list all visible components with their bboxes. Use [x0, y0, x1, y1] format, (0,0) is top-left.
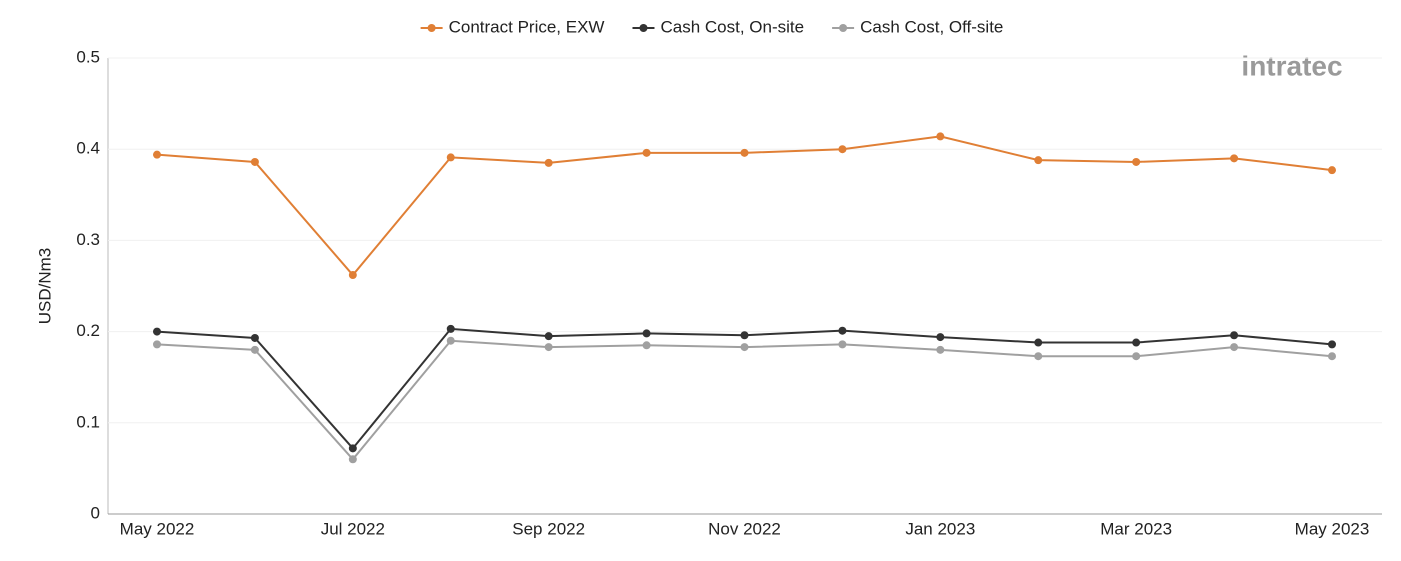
data-point [936, 333, 945, 342]
data-point [544, 158, 553, 167]
data-point [1132, 352, 1141, 361]
data-point [1328, 166, 1336, 175]
legend-label: Cash Cost, On-site [660, 17, 804, 36]
data-point [1328, 340, 1336, 349]
y-tick-label: 0.4 [76, 139, 100, 158]
x-tick-label: Jan 2023 [905, 519, 975, 538]
y-tick-label: 0.5 [76, 47, 100, 66]
legend-label: Cash Cost, Off-site [860, 17, 1003, 36]
data-point [250, 157, 259, 166]
data-point [642, 341, 651, 350]
y-tick-label: 0 [91, 503, 100, 522]
watermark: intratec [1241, 50, 1342, 81]
data-point [642, 329, 651, 338]
data-point [348, 455, 357, 464]
data-point [838, 340, 847, 349]
legend-dot [639, 24, 648, 32]
data-point [446, 336, 455, 345]
data-point [1034, 352, 1043, 361]
x-tick-label: May 2023 [1295, 519, 1370, 538]
data-point [446, 153, 455, 162]
data-point [544, 343, 553, 352]
series-line [156, 339, 1333, 461]
data-point [1230, 343, 1239, 352]
data-point [1230, 154, 1239, 163]
x-tick-label: Nov 2022 [708, 519, 781, 538]
series-line [156, 135, 1333, 277]
data-point [153, 150, 161, 159]
y-tick-label: 0.3 [76, 230, 100, 249]
data-point [936, 132, 945, 141]
data-point [1328, 352, 1336, 361]
legend-label: Contract Price, EXW [449, 17, 605, 36]
data-point [446, 324, 455, 333]
data-point [153, 327, 161, 336]
data-point [250, 345, 259, 354]
y-tick-label: 0.1 [76, 412, 100, 431]
x-tick-label: Jul 2022 [321, 519, 385, 538]
data-point [1132, 157, 1141, 166]
data-point [544, 332, 553, 341]
data-point [838, 326, 847, 335]
legend-dot [839, 24, 848, 32]
data-point [1034, 156, 1043, 165]
data-point [642, 148, 651, 157]
data-point [348, 271, 357, 280]
x-tick-label: May 2022 [120, 519, 195, 538]
data-point [740, 343, 749, 352]
data-point [740, 148, 749, 157]
x-tick-label: Sep 2022 [512, 519, 585, 538]
data-point [153, 340, 161, 349]
data-point [838, 145, 847, 154]
y-tick-label: 0.2 [76, 321, 100, 340]
x-tick-label: Mar 2023 [1100, 519, 1172, 538]
data-point [740, 331, 749, 340]
data-point [936, 345, 945, 354]
data-point [1132, 338, 1141, 347]
data-point [348, 444, 357, 453]
y-axis-label: USD/Nm3 [35, 248, 54, 325]
data-point [1230, 331, 1239, 340]
data-point [250, 333, 259, 342]
data-point [1034, 338, 1043, 347]
legend-dot [427, 24, 436, 32]
